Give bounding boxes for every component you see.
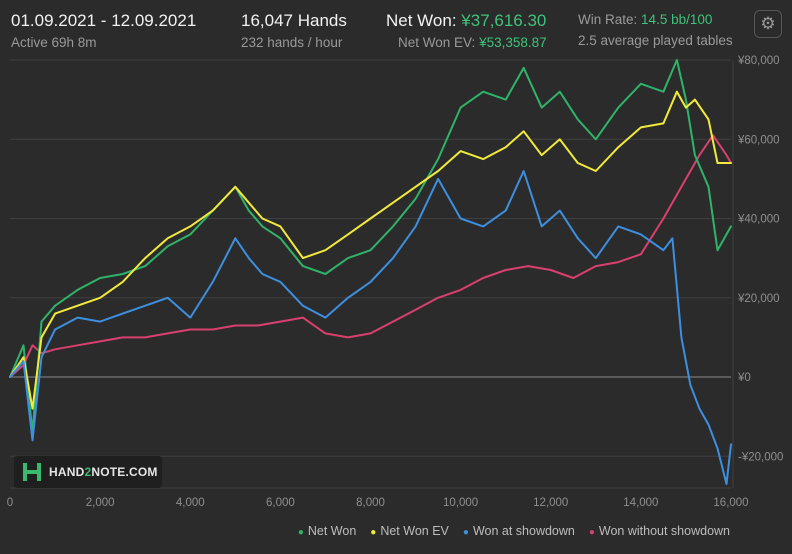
- gear-icon: ⚙: [760, 14, 776, 33]
- date-range[interactable]: 01.09.2021 - 12.09.2021: [11, 11, 197, 30]
- net-won-ev-value: ¥53,358.87: [479, 35, 547, 50]
- x-tick-label: 4,000: [176, 497, 205, 509]
- y-tick-label: ¥20,000: [737, 293, 780, 305]
- series-line-net-won-ev[interactable]: [9, 90, 732, 410]
- legend-item[interactable]: ● Net Won: [298, 524, 356, 538]
- net-won: Net Won: ¥37,616.30: [386, 11, 546, 31]
- win-rate-value: 14.5: [641, 12, 668, 27]
- x-tick-labels: 0 2,000 4,000 6,000 8,000 10,000 12,000 14,000 1…: [7, 497, 749, 509]
- series-line-won-without-showdown[interactable]: [9, 134, 732, 378]
- x-tick-label: 6,000: [266, 497, 295, 509]
- hand2note-logo: HAND2NOTE.COM: [14, 456, 162, 488]
- net-won-label: Net Won:: [386, 11, 457, 30]
- logo-text: HAND2NOTE.COM: [49, 465, 158, 479]
- x-tick-label: 16,000: [713, 497, 748, 509]
- legend-item[interactable]: ● Won at showdown: [463, 524, 575, 538]
- y-tick-label: ¥60,000: [737, 134, 780, 146]
- net-won-value: ¥37,616.30: [461, 11, 547, 30]
- legend-label: Won at showdown: [472, 524, 575, 538]
- y-tick-label: ¥40,000: [737, 214, 780, 226]
- legend-label: Net Won EV: [380, 524, 449, 538]
- y-tick-label: -¥20,000: [738, 451, 783, 463]
- legend-dot-icon: ●: [462, 527, 469, 538]
- y-tick-label: ¥0: [737, 372, 751, 384]
- legend-dot-icon: ●: [588, 527, 595, 538]
- stats-header: 01.09.2021 - 12.09.2021 Active 69h 8m 16…: [0, 0, 792, 60]
- y-tick-labels: -¥20,000 ¥0 ¥20,000 ¥40,000 ¥60,000 ¥80,000: [737, 55, 783, 463]
- x-tick-label: 10,000: [443, 497, 478, 509]
- legend-label: Net Won: [307, 524, 357, 538]
- tables-text: 2.5 average played tables: [578, 33, 733, 48]
- hands-total: 16,047 Hands: [241, 11, 347, 30]
- series-line-won-at-showdown[interactable]: [9, 170, 732, 485]
- legend-item[interactable]: ● Net Won EV: [370, 524, 449, 538]
- y-tick-label: ¥80,000: [737, 55, 780, 67]
- x-tick-label: 12,000: [533, 497, 568, 509]
- legend-item[interactable]: ● Won without showdown: [589, 524, 730, 538]
- x-tick-label: 0: [7, 497, 13, 509]
- win-rate: Win Rate: 14.5 bb/100: [578, 12, 712, 27]
- hands-rate: 232 hands / hour: [241, 35, 343, 50]
- hand2note-icon: [23, 463, 41, 481]
- legend-dot-icon: ●: [370, 527, 377, 538]
- x-tick-label: 8,000: [356, 497, 385, 509]
- legend-dot-icon: ●: [297, 527, 304, 538]
- chart-legend: ● Net Won ● Net Won EV ● Won at showdown ● Won …: [284, 524, 730, 538]
- legend-label: Won without showdown: [598, 524, 730, 538]
- win-rate-label: Win Rate:: [578, 12, 638, 27]
- series-lines: [9, 59, 732, 485]
- x-tick-label: 14,000: [623, 497, 658, 509]
- x-tick-label: 2,000: [86, 497, 115, 509]
- series-line-net-won[interactable]: [9, 59, 732, 434]
- net-won-ev: Net Won EV: ¥53,358.87: [398, 35, 547, 50]
- win-rate-unit: bb/100: [671, 12, 713, 27]
- settings-button[interactable]: ⚙: [754, 10, 782, 38]
- active-time: Active 69h 8m: [11, 35, 97, 50]
- net-won-ev-label: Net Won EV:: [398, 35, 476, 50]
